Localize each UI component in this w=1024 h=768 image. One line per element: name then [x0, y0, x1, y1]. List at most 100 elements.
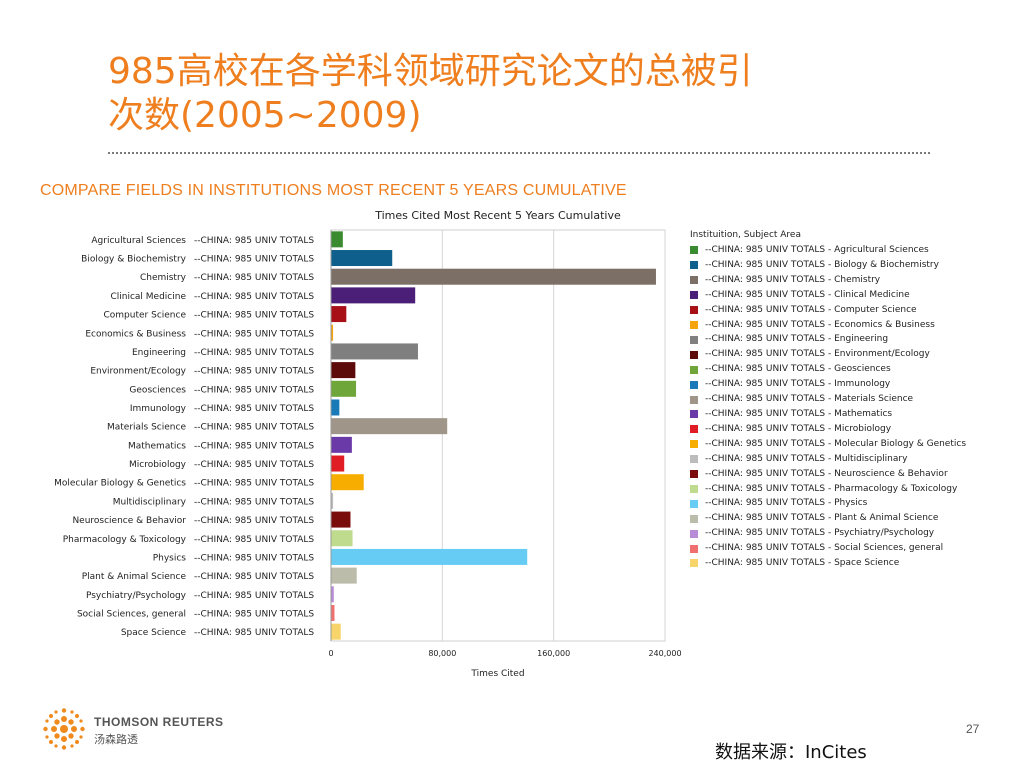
institution-label: --CHINA: 985 UNIV TOTALS	[194, 516, 314, 526]
legend-label: --CHINA: 985 UNIV TOTALS - Pharmacology …	[705, 483, 958, 494]
bar	[331, 231, 343, 248]
logo-name: THOMSON REUTERS	[94, 715, 224, 729]
legend-label: --CHINA: 985 UNIV TOTALS - Engineering	[705, 334, 889, 345]
legend-swatch	[690, 380, 698, 389]
legend-swatch	[690, 499, 698, 508]
reuters-dots-icon	[43, 708, 85, 750]
legend-item: --CHINA: 985 UNIV TOTALS - Engineering	[690, 332, 966, 347]
institution-label: --CHINA: 985 UNIV TOTALS	[194, 367, 314, 377]
title-divider	[108, 152, 930, 154]
legend-item: --CHINA: 985 UNIV TOTALS - Plant & Anima…	[690, 511, 966, 526]
legend-swatch	[690, 350, 698, 359]
institution-label: --CHINA: 985 UNIV TOTALS	[194, 329, 314, 339]
institution-label: --CHINA: 985 UNIV TOTALS	[194, 423, 314, 433]
legend-item: --CHINA: 985 UNIV TOTALS - Multidiscipli…	[690, 452, 966, 467]
legend-label: --CHINA: 985 UNIV TOTALS - Plant & Anima…	[705, 513, 939, 524]
legend-swatch	[690, 365, 698, 374]
legend-item: --CHINA: 985 UNIV TOTALS - Physics	[690, 496, 966, 511]
category-label: Economics & Business	[85, 329, 186, 339]
category-label: Microbiology	[129, 460, 187, 470]
x-tick-label: 0	[328, 649, 333, 658]
legend-label: --CHINA: 985 UNIV TOTALS - Geosciences	[705, 364, 891, 375]
bar	[331, 548, 528, 565]
bar	[331, 455, 345, 472]
category-label: Chemistry	[140, 273, 187, 283]
legend-swatch	[690, 425, 698, 434]
page-number: 27	[966, 722, 980, 736]
bar	[331, 474, 364, 491]
legend-label: --CHINA: 985 UNIV TOTALS - Chemistry	[705, 274, 881, 285]
category-label: Immunology	[130, 404, 187, 414]
legend-label: --CHINA: 985 UNIV TOTALS - Computer Scie…	[705, 304, 917, 315]
bar	[331, 250, 393, 267]
category-label: Multidisciplinary	[113, 497, 187, 507]
legend-swatch	[690, 514, 698, 523]
chart-legend: Instituition, Subject Area --CHINA: 985 …	[690, 228, 966, 571]
legend-swatch	[690, 544, 698, 553]
legend-item: --CHINA: 985 UNIV TOTALS - Psychiatry/Ps…	[690, 526, 966, 541]
institution-label: --CHINA: 985 UNIV TOTALS	[194, 255, 314, 265]
category-label: Space Science	[121, 628, 187, 638]
logo-name-cn: 汤森路透	[94, 733, 138, 746]
legend-label: --CHINA: 985 UNIV TOTALS - Physics	[705, 498, 868, 509]
institution-label: --CHINA: 985 UNIV TOTALS	[194, 404, 314, 414]
legend-swatch	[690, 306, 698, 315]
legend-swatch	[690, 410, 698, 419]
category-label: Agricultural Sciences	[91, 236, 186, 246]
institution-label: --CHINA: 985 UNIV TOTALS	[194, 535, 314, 545]
category-label: Physics	[153, 553, 187, 563]
legend-item: --CHINA: 985 UNIV TOTALS - Pharmacology …	[690, 482, 966, 497]
bar	[331, 380, 357, 397]
bar	[331, 287, 416, 304]
institution-label: --CHINA: 985 UNIV TOTALS	[194, 441, 314, 451]
institution-label: --CHINA: 985 UNIV TOTALS	[194, 273, 314, 283]
institution-label: --CHINA: 985 UNIV TOTALS	[194, 553, 314, 563]
institution-label: --CHINA: 985 UNIV TOTALS	[194, 385, 314, 395]
legend-label: --CHINA: 985 UNIV TOTALS - Economics & B…	[705, 319, 935, 330]
bar	[331, 418, 448, 435]
bar	[331, 268, 656, 285]
x-tick-label: 80,000	[428, 649, 456, 658]
legend-swatch	[690, 529, 698, 538]
bar	[331, 623, 341, 640]
category-label: Biology & Biochemistry	[81, 255, 187, 265]
legend-item: --CHINA: 985 UNIV TOTALS - Chemistry	[690, 273, 966, 288]
institution-label: --CHINA: 985 UNIV TOTALS	[194, 628, 314, 638]
legend-label: --CHINA: 985 UNIV TOTALS - Agricultural …	[705, 245, 929, 255]
bar	[331, 343, 418, 360]
institution-label: --CHINA: 985 UNIV TOTALS	[194, 479, 314, 489]
legend-label: --CHINA: 985 UNIV TOTALS - Immunology	[705, 379, 891, 390]
legend-item: --CHINA: 985 UNIV TOTALS - Geosciences	[690, 362, 966, 377]
institution-label: --CHINA: 985 UNIV TOTALS	[194, 609, 314, 619]
legend-title: Instituition, Subject Area	[690, 230, 801, 240]
legend-label: --CHINA: 985 UNIV TOTALS - Mathematics	[705, 408, 893, 419]
legend-swatch	[690, 246, 698, 255]
legend-label: --CHINA: 985 UNIV TOTALS - Microbiology	[705, 423, 892, 434]
category-label: Social Sciences, general	[77, 609, 186, 619]
legend-item: --CHINA: 985 UNIV TOTALS - Mathematics	[690, 407, 966, 422]
institution-label: --CHINA: 985 UNIV TOTALS	[194, 460, 314, 470]
bar	[331, 436, 352, 453]
bar	[331, 492, 334, 509]
legend-label: --CHINA: 985 UNIV TOTALS - Social Scienc…	[705, 543, 944, 554]
bar	[331, 399, 340, 416]
legend-items: --CHINA: 985 UNIV TOTALS - Agricultural …	[690, 243, 966, 571]
bar	[331, 604, 335, 621]
legend-label: --CHINA: 985 UNIV TOTALS - Neuroscience …	[705, 468, 948, 479]
bar-chart: Times Cited Most Recent 5 Years Cumulati…	[54, 209, 681, 679]
bar	[331, 362, 356, 379]
legend-label: --CHINA: 985 UNIV TOTALS - Clinical Medi…	[705, 289, 910, 300]
slide-title: 985高校在各学科领域研究论文的总被引 次数(2005~2009)	[108, 51, 753, 136]
legend-label: --CHINA: 985 UNIV TOTALS - Molecular Bio…	[705, 438, 967, 449]
institution-label: --CHINA: 985 UNIV TOTALS	[194, 292, 314, 302]
category-label: Psychiatry/Psychology	[86, 591, 187, 601]
category-label: Molecular Biology & Genetics	[54, 479, 186, 489]
legend-swatch	[690, 320, 698, 329]
chart-title: Times Cited Most Recent 5 Years Cumulati…	[374, 209, 621, 222]
bar	[331, 324, 334, 341]
legend-swatch	[690, 559, 698, 568]
category-label: Mathematics	[128, 441, 186, 451]
legend-item: --CHINA: 985 UNIV TOTALS - Economics & B…	[690, 318, 966, 333]
x-axis-label: Times Cited	[470, 669, 524, 679]
category-label: Clinical Medicine	[110, 292, 186, 302]
